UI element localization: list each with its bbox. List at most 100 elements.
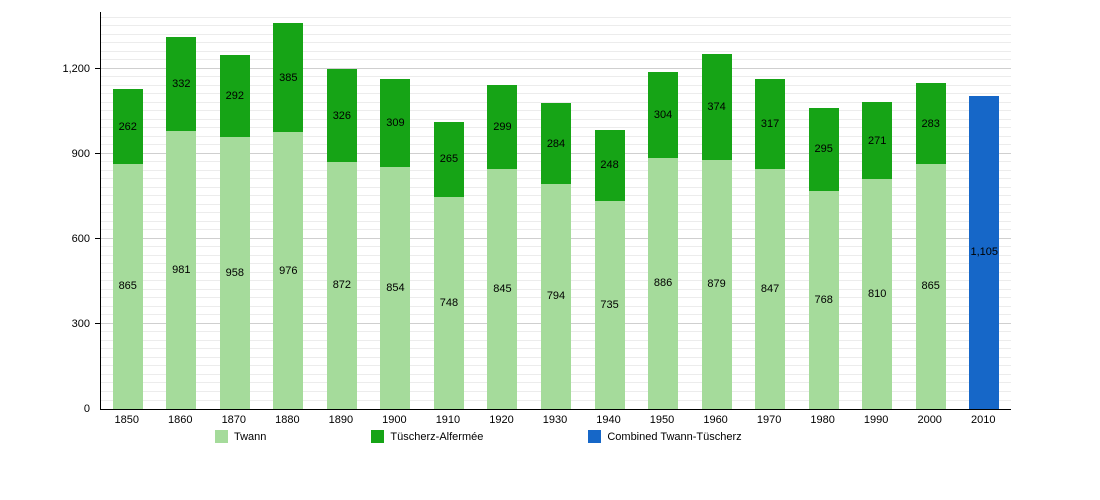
x-tick-label-1930: 1930 (542, 414, 568, 426)
bar-segment-1910: 265 (433, 121, 464, 197)
x-tick-label-1900: 1900 (382, 414, 407, 426)
bar-segment-1860: 981 (166, 130, 197, 409)
bar-value-label: 292 (225, 89, 244, 102)
bar-segment-1900: 854 (380, 166, 411, 409)
legend-item-twann: Twann (215, 430, 266, 443)
plot-area: 865 262 981 332 958 292 976 385 872 326 854 309 748 2… (95, 12, 1011, 410)
bar-value-label: 886 (653, 277, 673, 290)
gridline (101, 67, 1011, 69)
y-tick-label: 0 (83, 403, 90, 415)
bar-value-label: 735 (600, 298, 619, 311)
bar-value-label: 248 (600, 159, 619, 172)
x-tick-label-2000: 2000 (917, 414, 942, 426)
bar-value-label: 271 (867, 134, 887, 147)
bar-segment-1950: 886 (648, 157, 679, 409)
y-tick-label: 600 (71, 232, 90, 245)
bar-segment-1990: 810 (862, 179, 893, 409)
bar-segment-1970: 317 (755, 78, 786, 169)
bar-segment-1870: 292 (219, 54, 250, 138)
bar-segment-1930: 794 (541, 183, 571, 409)
bar-segment-1890: 326 (326, 69, 357, 162)
x-tick-label-1910: 1910 (435, 414, 461, 426)
bar-segment-1890: 872 (326, 161, 357, 409)
bar-value-label: 845 (493, 283, 512, 296)
legend-label-twann: Twann (234, 430, 267, 443)
gridline (101, 42, 1011, 44)
x-tick-label-1980: 1980 (810, 414, 835, 426)
y-tick-mark (95, 152, 100, 154)
bar-value-label: 865 (118, 280, 137, 293)
bar-segment-1920: 845 (487, 169, 518, 409)
legend-label-combined: Combined Twann-Tüscherz (607, 430, 742, 443)
x-tick-label-1880: 1880 (275, 414, 300, 426)
bar-segment-2000: 865 (915, 163, 946, 409)
bar-value-label: 326 (332, 109, 352, 122)
bar-value-label: 374 (707, 100, 726, 113)
bar-value-label: 768 (814, 294, 833, 307)
bar-segment-1850: 865 (112, 163, 143, 409)
bar-segment-1920: 299 (487, 84, 518, 170)
gridline (101, 50, 1011, 52)
bar-value-label: 283 (921, 117, 940, 130)
bar-value-label: 981 (172, 263, 191, 276)
bar-segment-1990: 271 (862, 102, 893, 180)
bar-segment-1980: 295 (808, 107, 839, 192)
bar-value-label: 299 (493, 121, 512, 133)
y-tick-mark (95, 67, 100, 69)
bar-segment-1910: 748 (433, 196, 464, 409)
y-tick-mark (95, 237, 100, 239)
bar-segment-1880: 976 (273, 132, 304, 409)
bar-value-label: 284 (546, 137, 566, 150)
bar-value-label: 958 (225, 267, 244, 280)
x-tick-label-1860: 1860 (168, 414, 193, 426)
gridline (101, 33, 1011, 35)
bar-value-label: 879 (707, 278, 726, 291)
bar-segment-1930: 284 (541, 103, 571, 184)
y-tick-mark (95, 322, 100, 324)
bar-segment-2000: 283 (915, 83, 946, 164)
gridline (101, 59, 1011, 61)
bar-value-label: 854 (386, 281, 405, 294)
y-tick-label: 1,200 (62, 62, 90, 75)
x-tick-label-1890: 1890 (328, 414, 354, 426)
bar-value-label: 317 (760, 117, 780, 130)
legend: Twann Tüscherz-Alfermée Combined Twann-T… (215, 430, 742, 443)
gridline (101, 16, 1011, 18)
bar-segment-1960: 879 (701, 159, 732, 409)
gridline (101, 76, 1011, 78)
x-tick-label-1870: 1870 (221, 414, 247, 426)
x-tick-label-1950: 1950 (649, 414, 675, 426)
tuscherz-swatch-icon (371, 430, 385, 443)
bar-value-label: 385 (279, 71, 298, 84)
y-tick-label: 900 (71, 147, 90, 160)
bar-value-label: 309 (386, 117, 405, 130)
bar-value-label: 332 (172, 77, 191, 90)
bar-segment-1950: 304 (648, 71, 679, 158)
bar-segment-1900: 309 (380, 79, 411, 167)
bar-value-label: 262 (118, 120, 137, 133)
x-tick-label-1990: 1990 (863, 414, 889, 426)
bar-segment-1860: 332 (166, 36, 197, 131)
x-tick-label-1970: 1970 (756, 414, 782, 426)
bar-segment-1960: 374 (701, 53, 732, 160)
gridline (101, 25, 1011, 27)
twann-swatch-icon (215, 430, 228, 443)
bar-value-label: 865 (921, 280, 940, 293)
bar-segment-1940: 735 (594, 200, 625, 409)
bar-segment-1970: 847 (755, 168, 786, 409)
legend-label-tuscherz: Tüscherz-Alfermée (390, 430, 484, 443)
legend-item-combined: Combined Twann-Tüscherz (588, 430, 742, 443)
bar-segment-1880: 385 (273, 23, 304, 133)
bar-value-label: 976 (279, 264, 298, 277)
x-tick-label-1940: 1940 (596, 414, 621, 426)
gridline (101, 93, 1011, 95)
bar-value-label: 810 (867, 288, 887, 301)
x-tick-label-1960: 1960 (703, 414, 728, 426)
y-tick-label: 300 (71, 317, 90, 330)
x-tick-label-2010: 2010 (970, 414, 996, 426)
bar-value-label: 794 (546, 290, 566, 303)
gridline (101, 84, 1011, 86)
legend-item-tuscherz: Tüscherz-Alfermée (371, 430, 483, 443)
bar-value-label: 1,105 (970, 246, 998, 259)
